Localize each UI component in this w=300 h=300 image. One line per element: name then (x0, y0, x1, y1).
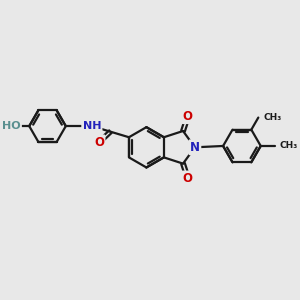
Text: CH₃: CH₃ (263, 113, 281, 122)
Text: CH₃: CH₃ (280, 142, 298, 151)
Text: HO: HO (2, 121, 20, 131)
Text: O: O (183, 110, 193, 123)
Text: O: O (183, 172, 193, 185)
Text: O: O (94, 136, 104, 149)
Text: N: N (190, 141, 200, 154)
Text: NH: NH (82, 121, 101, 131)
